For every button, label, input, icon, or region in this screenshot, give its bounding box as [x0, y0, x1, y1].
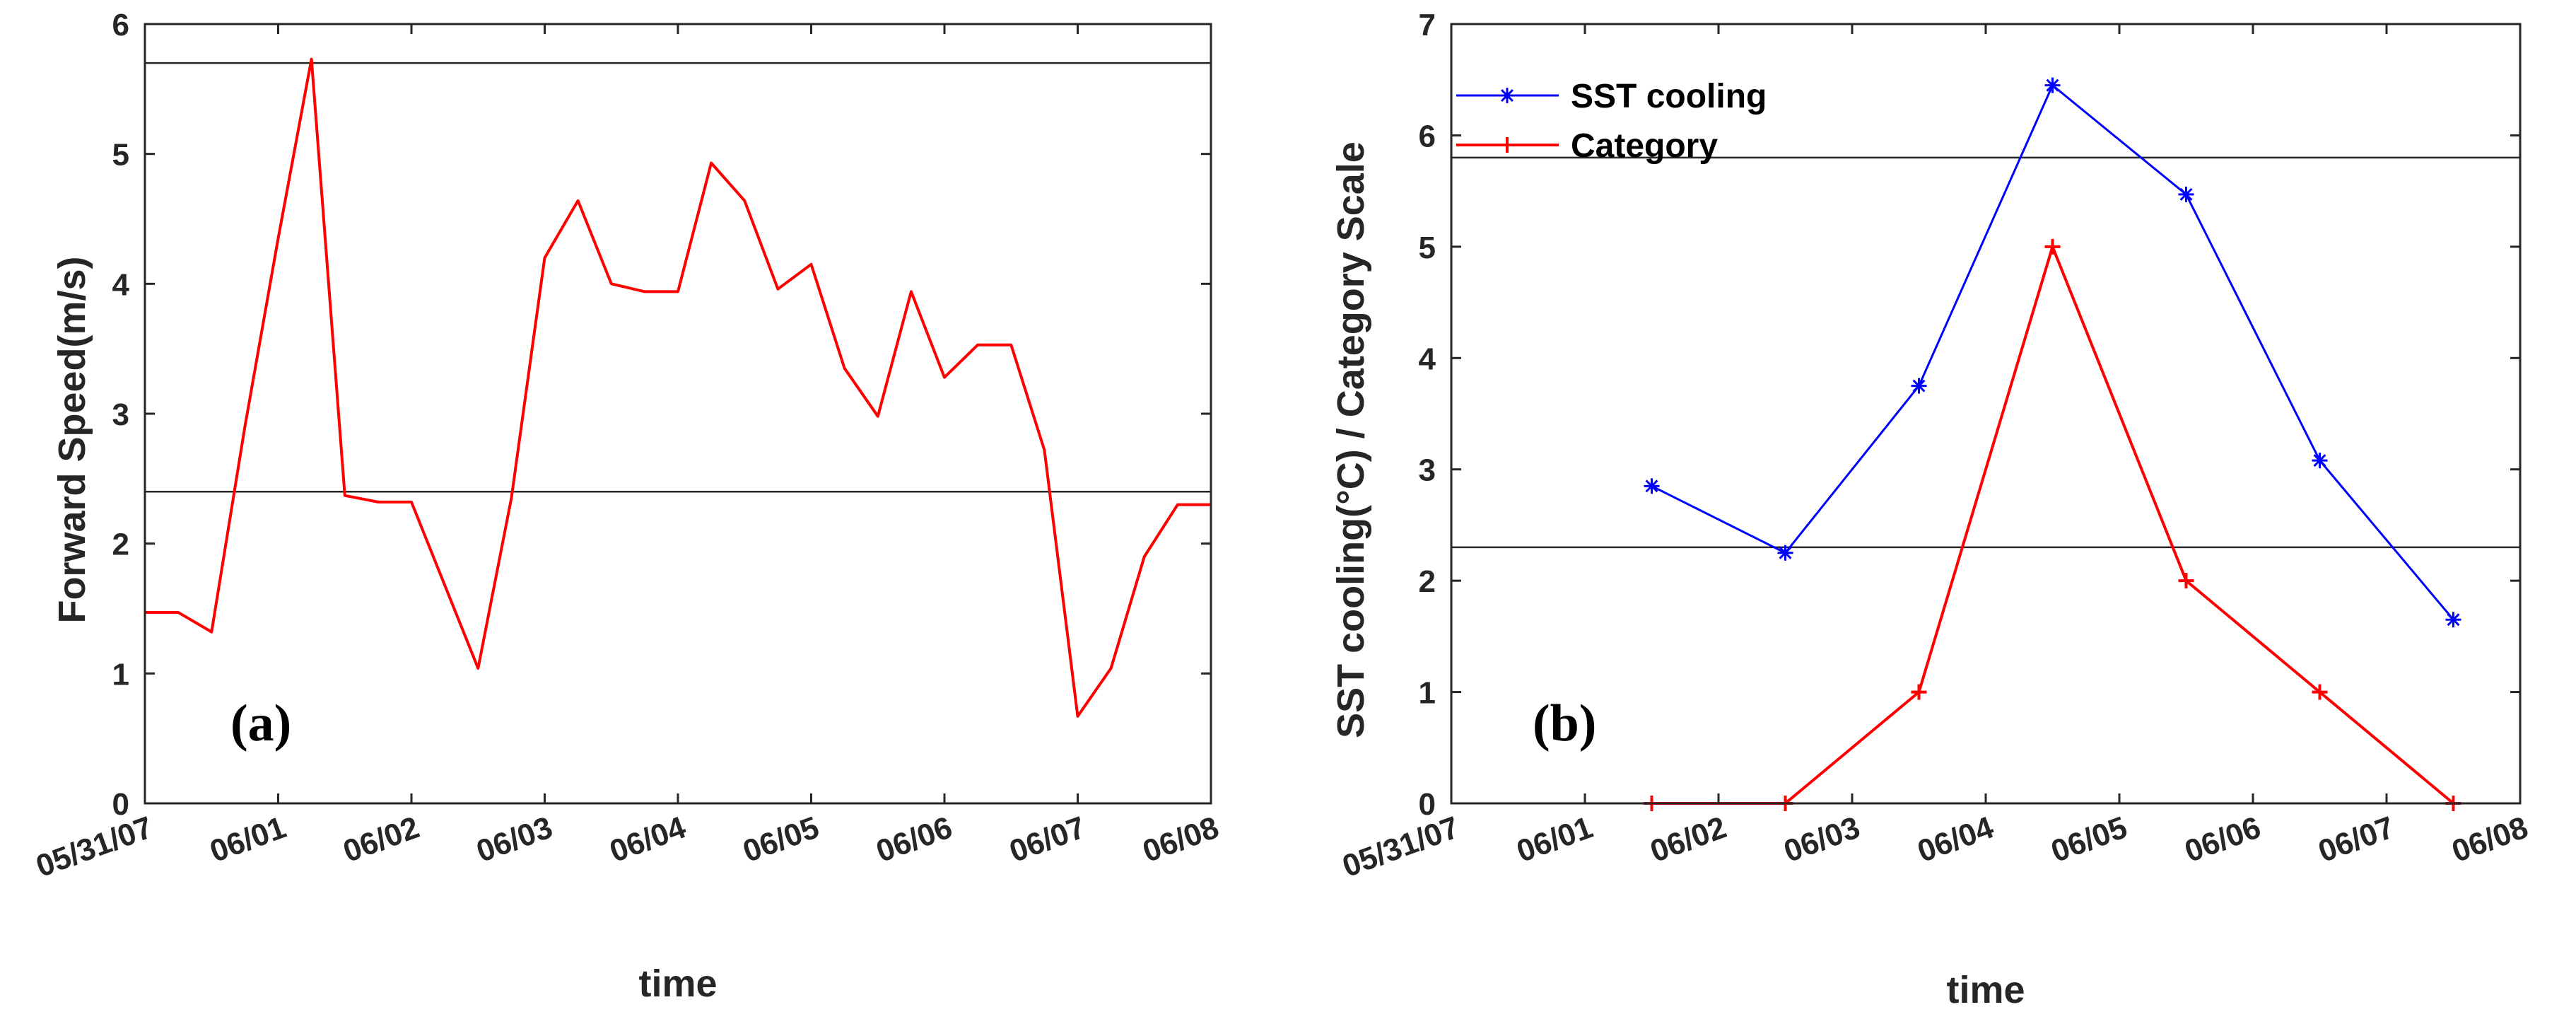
panel-a-series-lines — [145, 57, 1211, 718]
panel-b-y-tick-label-4: 4 — [1419, 342, 1436, 376]
panel-b-label: (b) — [1533, 694, 1596, 752]
panel-b-series-0-point-2 — [1911, 378, 1927, 394]
legend-marker-glyph-0 — [1499, 88, 1515, 103]
panel-a-y-tick-label-5: 5 — [112, 138, 129, 173]
panel-a-reference-lines — [145, 62, 1211, 493]
legend-marker-glyph-1 — [1499, 137, 1515, 153]
legend-label-category: Category — [1571, 127, 1718, 165]
panel-a-y-tick-label-1: 1 — [112, 657, 129, 692]
panel-b-y-tick-label-7: 7 — [1419, 8, 1436, 42]
panel-b-y-tick-label-0: 0 — [1419, 787, 1436, 822]
panel-b-series-1-point-5 — [2312, 684, 2328, 700]
panel-b-y-tick-label-5: 5 — [1419, 231, 1436, 265]
panel-b-legend: SST cooling Category — [1456, 78, 1767, 165]
panel-b-series-0-point-5 — [2312, 453, 2328, 469]
panel-b-series-0-point-3 — [2044, 77, 2061, 93]
panel-b-series-0-point-6 — [2445, 612, 2461, 628]
panel-a-y-tick-label-6: 6 — [112, 8, 129, 42]
panel-b-series-0-point-1 — [1777, 545, 1793, 561]
panel-a-y-tick-label-2: 2 — [112, 528, 129, 562]
panel-b-y-tick-label-1: 1 — [1419, 676, 1436, 711]
panel-a-label: (a) — [230, 694, 291, 752]
panel-b-series-1-point-2 — [1911, 684, 1927, 700]
panel-b-y-tick-label-6: 6 — [1419, 119, 1436, 153]
legend-marker-sst-cooling — [1499, 88, 1515, 103]
legend-entry-category: Category — [1456, 127, 1718, 165]
legend-marker-category — [1499, 137, 1515, 153]
panel-b-y-tick-label-2: 2 — [1419, 564, 1436, 599]
panel-b-y-tick-label-3: 3 — [1419, 453, 1436, 488]
panel-b-series-0-point-0 — [1644, 478, 1660, 494]
panel-b-y-ticks: 0 1 2 3 4 5 6 7 — [1419, 8, 2520, 822]
panel-a-y-tick-label-4: 4 — [112, 267, 130, 302]
panel-b-series-1-point-4 — [2178, 573, 2194, 589]
panel-a-series-line-0 — [145, 57, 1211, 718]
panel-b-y-axis-label: SST cooling(°C) / Category Scale — [1330, 141, 1372, 738]
panel-b-reference-lines — [1451, 156, 2520, 549]
legend-entry-sst-cooling: SST cooling — [1456, 78, 1767, 115]
panel-b-series-1-point-3 — [2044, 238, 2061, 255]
panel-b-series-0-point-4 — [2178, 186, 2194, 202]
panel-a-y-ticks: 0 1 2 3 4 5 6 — [112, 8, 1211, 822]
panel-a-y-tick-label-3: 3 — [112, 397, 129, 432]
legend-label-sst-cooling: SST cooling — [1571, 78, 1767, 115]
panel-a-x-axis-label: time — [638, 962, 717, 1005]
panel-a-y-tick-label-0: 0 — [112, 787, 129, 822]
panel-b-x-axis-label: time — [1946, 969, 2025, 1011]
panel-a-y-axis-label: Forward Speed(m/s) — [51, 256, 93, 623]
